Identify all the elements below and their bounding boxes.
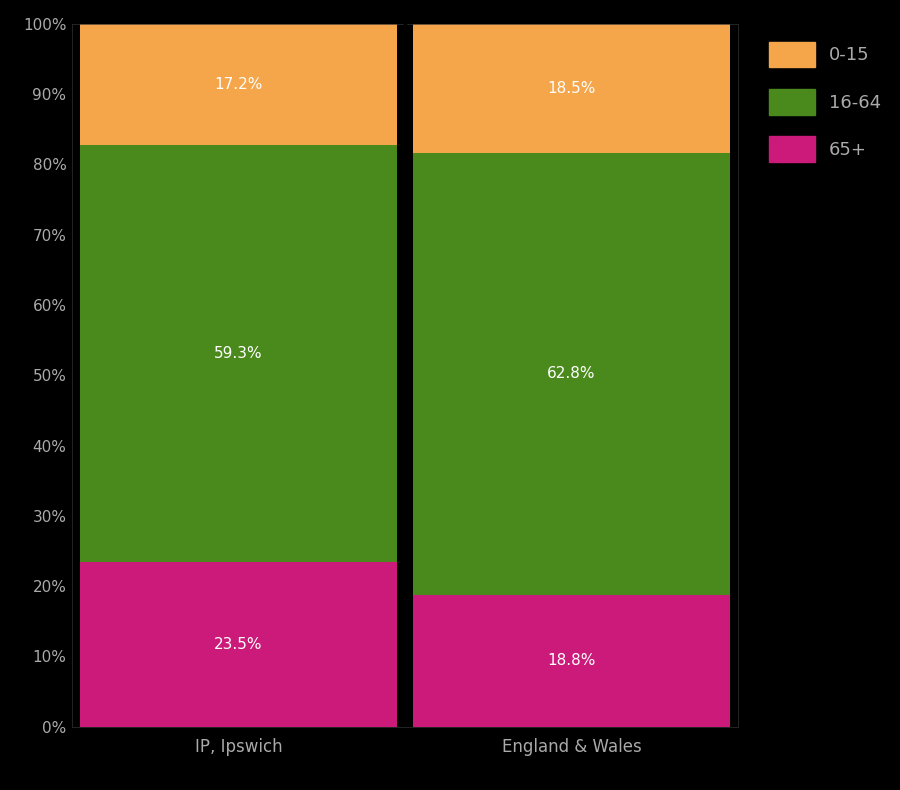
Text: 59.3%: 59.3% <box>214 345 263 360</box>
Text: 18.5%: 18.5% <box>547 81 596 96</box>
Bar <box>80 24 397 145</box>
Text: 18.8%: 18.8% <box>547 653 596 668</box>
Bar <box>413 23 730 153</box>
Bar <box>80 145 397 562</box>
Text: 17.2%: 17.2% <box>214 77 263 92</box>
Text: 23.5%: 23.5% <box>214 637 263 652</box>
Legend: 0-15, 16-64, 65+: 0-15, 16-64, 65+ <box>760 32 890 171</box>
Bar <box>80 562 397 727</box>
Bar <box>413 153 730 595</box>
Bar <box>413 595 730 727</box>
Text: 62.8%: 62.8% <box>547 367 596 382</box>
